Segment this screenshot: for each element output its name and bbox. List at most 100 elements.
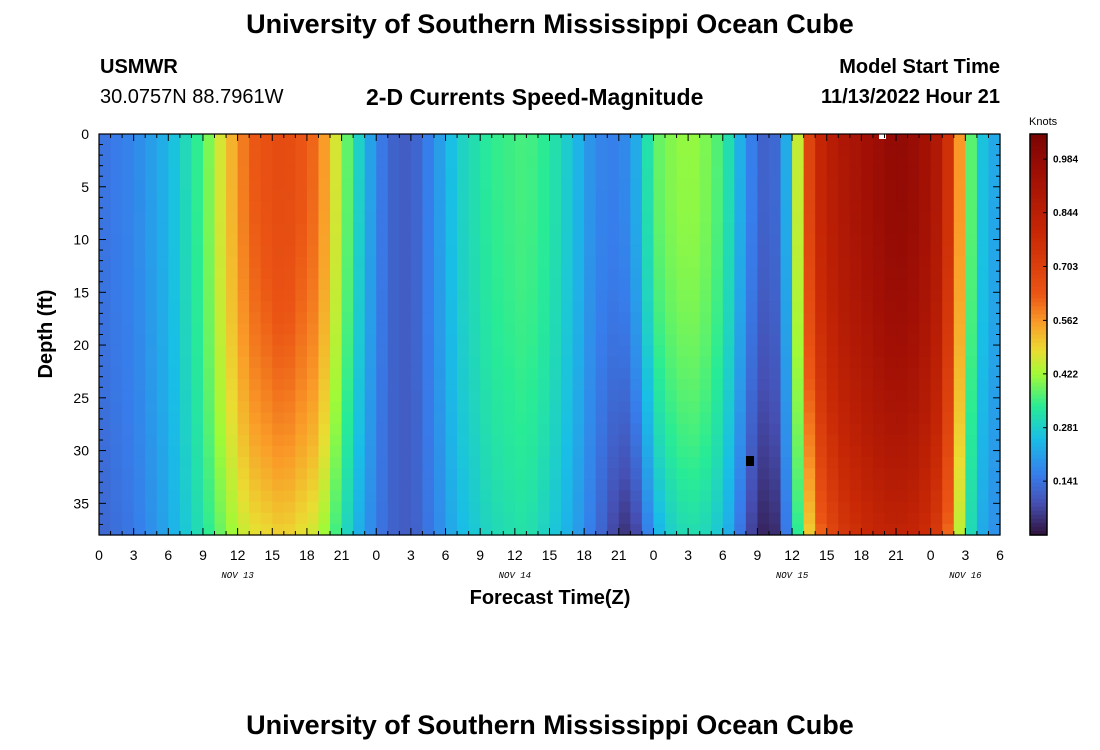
heatmap-cell: [896, 479, 909, 492]
heatmap-cell: [803, 412, 816, 425]
heatmap-cell: [953, 390, 966, 402]
heatmap-cell: [607, 468, 620, 480]
heatmap-cell: [99, 223, 112, 235]
heatmap-cell: [803, 256, 816, 269]
heatmap-cell: [745, 356, 759, 369]
heatmap-cell: [283, 178, 296, 191]
heatmap-cell: [306, 379, 320, 391]
heatmap-cell: [330, 501, 343, 514]
heatmap-cell: [595, 323, 608, 336]
heatmap-cell: [872, 245, 886, 258]
heatmap-cell: [491, 401, 504, 414]
heatmap-cell: [896, 200, 909, 213]
heatmap-cell: [711, 256, 724, 269]
heatmap-cell: [549, 479, 562, 492]
heatmap-cell: [376, 189, 389, 202]
y-tick-label: 35: [73, 495, 89, 511]
heatmap-cell: [214, 245, 227, 258]
heatmap-cell: [376, 379, 389, 391]
heatmap-cell: [514, 512, 527, 525]
heatmap-cell: [399, 345, 412, 358]
heatmap-cell: [526, 334, 539, 347]
heatmap-cell: [745, 412, 759, 425]
heatmap-cell: [976, 312, 990, 324]
heatmap-cell: [630, 278, 643, 291]
heatmap-cell: [641, 323, 655, 336]
colorbar-swatch: [1030, 394, 1047, 400]
heatmap-cell: [457, 134, 470, 146]
heatmap-cell: [110, 434, 123, 447]
heatmap-cell: [549, 278, 562, 291]
colorbar-swatch: [1030, 142, 1047, 147]
heatmap-cell: [942, 379, 955, 391]
heatmap-cell: [607, 356, 620, 369]
heatmap-cell: [930, 189, 943, 202]
heatmap-cell: [480, 167, 493, 180]
colorbar-swatch: [1030, 174, 1047, 179]
heatmap-cell: [457, 490, 470, 503]
heatmap-cell: [884, 200, 897, 213]
heatmap-cell: [584, 278, 597, 291]
heatmap-cell: [965, 523, 978, 536]
heatmap-cell: [595, 289, 608, 302]
heatmap-cell: [872, 457, 886, 469]
heatmap-cell: [745, 145, 759, 157]
heatmap-cell: [618, 189, 631, 202]
heatmap-cell: [722, 278, 735, 291]
heatmap-cell: [353, 301, 366, 313]
heatmap-cell: [156, 445, 169, 458]
heatmap-cell: [745, 501, 759, 514]
heatmap-cell: [283, 501, 296, 514]
heatmap-cell: [145, 278, 158, 291]
colorbar-swatch: [1030, 410, 1047, 416]
heatmap-cell: [295, 457, 308, 469]
heatmap-cell: [330, 178, 343, 191]
heatmap-cell: [399, 211, 412, 224]
heatmap-cell: [919, 501, 932, 514]
heatmap-cell: [699, 289, 712, 302]
heatmap-cell: [942, 167, 955, 180]
heatmap-cell: [584, 501, 597, 514]
heatmap-cell: [283, 423, 296, 436]
heatmap-cell: [249, 479, 262, 492]
heatmap-cell: [318, 278, 331, 291]
heatmap-cell: [237, 379, 250, 391]
colorbar-swatch: [1030, 302, 1047, 308]
heatmap-cell: [410, 211, 424, 224]
heatmap-cell: [122, 200, 135, 213]
heatmap-cell: [514, 234, 527, 246]
heatmap-cell: [884, 134, 897, 146]
heatmap-cell: [549, 457, 562, 469]
heatmap-cell: [237, 490, 250, 503]
heatmap-cell: [145, 379, 158, 391]
heatmap-cell: [688, 167, 701, 180]
heatmap-cell: [445, 479, 458, 492]
heatmap-cell: [572, 200, 585, 213]
heatmap-cell: [988, 334, 1001, 347]
heatmap-cell: [353, 134, 366, 146]
heatmap-cell: [457, 178, 470, 191]
heatmap-cell: [445, 356, 458, 369]
heatmap-cell: [699, 211, 712, 224]
heatmap-cell: [156, 457, 169, 469]
heatmap-cell: [849, 223, 862, 235]
heatmap-cell: [526, 512, 539, 525]
heatmap-cell: [584, 189, 597, 202]
heatmap-cell: [607, 256, 620, 269]
heatmap-cell: [110, 234, 123, 246]
heatmap-cell: [711, 289, 724, 302]
heatmap-cell: [607, 412, 620, 425]
heatmap-cell: [872, 167, 886, 180]
heatmap-cell: [676, 468, 689, 480]
heatmap-cell: [976, 200, 990, 213]
heatmap-cell: [410, 312, 424, 324]
heatmap-cell: [99, 245, 112, 258]
heatmap-cell: [537, 390, 551, 402]
heatmap-cell: [133, 379, 146, 391]
heatmap-cell: [318, 468, 331, 480]
heatmap-cell: [826, 278, 839, 291]
heatmap-cell: [815, 200, 828, 213]
heatmap-cell: [965, 189, 978, 202]
heatmap-cell: [572, 334, 585, 347]
heatmap-cell: [861, 301, 874, 313]
